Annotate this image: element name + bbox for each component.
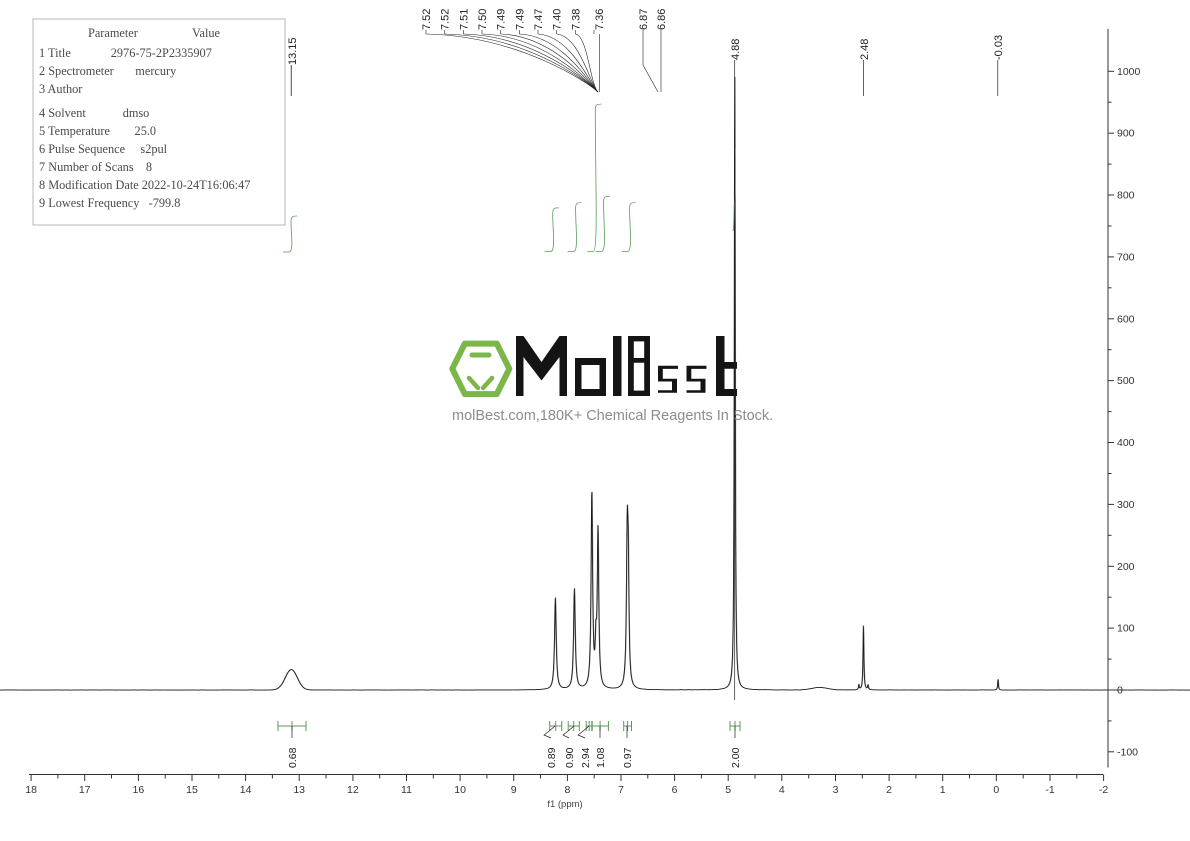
svg-text:0.90: 0.90 <box>564 747 576 768</box>
svg-text:0.68: 0.68 <box>287 747 299 768</box>
svg-text:9 Lowest Frequency -799.8: 9 Lowest Frequency -799.8 <box>39 196 180 210</box>
svg-text:7.49: 7.49 <box>514 9 526 30</box>
svg-text:400: 400 <box>1117 437 1135 449</box>
svg-text:800: 800 <box>1117 190 1135 202</box>
svg-text:7.47: 7.47 <box>533 9 545 30</box>
svg-text:1000: 1000 <box>1117 66 1141 78</box>
svg-text:7.40: 7.40 <box>552 9 564 30</box>
svg-text:1: 1 <box>940 784 946 796</box>
svg-text:2 Spectrometer mercury: 2 Spectrometer mercury <box>39 64 177 78</box>
svg-text:-0.03: -0.03 <box>993 35 1005 60</box>
svg-text:12: 12 <box>347 784 359 796</box>
svg-text:7 Number of Scans 8: 7 Number of Scans 8 <box>39 160 152 174</box>
svg-text:7.38: 7.38 <box>570 9 582 30</box>
svg-text:7.51: 7.51 <box>458 9 470 30</box>
svg-text:5: 5 <box>725 784 731 796</box>
svg-text:0: 0 <box>1117 685 1123 697</box>
svg-text:0.97: 0.97 <box>622 747 634 768</box>
svg-text:4 Solvent dmso: 4 Solvent dmso <box>39 106 149 120</box>
svg-text:8 Modification Date 2022-10-24: 8 Modification Date 2022-10-24T16:06:47 <box>39 178 250 192</box>
svg-text:7: 7 <box>618 784 624 796</box>
svg-text:0: 0 <box>993 784 999 796</box>
svg-text:300: 300 <box>1117 499 1135 511</box>
svg-text:4.88: 4.88 <box>730 39 742 60</box>
svg-text:7.36: 7.36 <box>594 9 606 30</box>
svg-text:14: 14 <box>240 784 252 796</box>
svg-text:3 Author: 3 Author <box>39 82 82 96</box>
svg-text:6: 6 <box>672 784 678 796</box>
svg-text:3: 3 <box>833 784 839 796</box>
svg-text:f1 (ppm): f1 (ppm) <box>547 799 582 810</box>
svg-text:6.87: 6.87 <box>638 9 650 30</box>
svg-text:600: 600 <box>1117 313 1135 325</box>
svg-text:2: 2 <box>886 784 892 796</box>
svg-text:6 Pulse Sequence s2pul: 6 Pulse Sequence s2pul <box>39 142 168 156</box>
svg-text:2.48: 2.48 <box>859 39 871 60</box>
svg-text:1.08: 1.08 <box>595 747 607 768</box>
svg-text:7.49: 7.49 <box>496 9 508 30</box>
svg-text:10: 10 <box>454 784 466 796</box>
svg-text:200: 200 <box>1117 561 1135 573</box>
svg-text:15: 15 <box>186 784 198 796</box>
svg-text:17: 17 <box>79 784 91 796</box>
svg-text:2.94: 2.94 <box>580 747 592 768</box>
svg-text:16: 16 <box>133 784 145 796</box>
svg-text:9: 9 <box>511 784 517 796</box>
svg-text:6.86: 6.86 <box>656 9 668 30</box>
svg-text:7.52: 7.52 <box>421 9 433 30</box>
svg-text:Parameter: Parameter <box>88 26 138 40</box>
svg-text:1 Title 2976-75-2P: 1 Title 2976-75-2P2335907 <box>39 46 212 60</box>
svg-text:7.50: 7.50 <box>477 9 489 30</box>
svg-text:-1: -1 <box>1045 784 1054 796</box>
svg-text:18: 18 <box>25 784 37 796</box>
svg-text:4: 4 <box>779 784 785 796</box>
svg-text:5 Temperature 25.0: 5 Temperature 25.0 <box>39 124 156 138</box>
svg-text:molBest.com,180K+ Chemical Rea: molBest.com,180K+ Chemical Reagents In S… <box>452 408 773 424</box>
svg-text:13: 13 <box>293 784 305 796</box>
svg-text:100: 100 <box>1117 623 1135 635</box>
svg-text:11: 11 <box>401 784 412 796</box>
svg-text:Value: Value <box>192 26 221 40</box>
svg-text:7.52: 7.52 <box>440 9 452 30</box>
svg-text:700: 700 <box>1117 251 1135 263</box>
svg-text:900: 900 <box>1117 128 1135 140</box>
svg-text:13.15: 13.15 <box>287 37 299 65</box>
svg-text:-100: -100 <box>1117 746 1138 758</box>
svg-text:2.00: 2.00 <box>730 747 742 768</box>
svg-text:8: 8 <box>564 784 570 796</box>
svg-text:500: 500 <box>1117 375 1135 387</box>
svg-text:0.89: 0.89 <box>546 747 558 768</box>
svg-text:-2: -2 <box>1099 784 1108 796</box>
